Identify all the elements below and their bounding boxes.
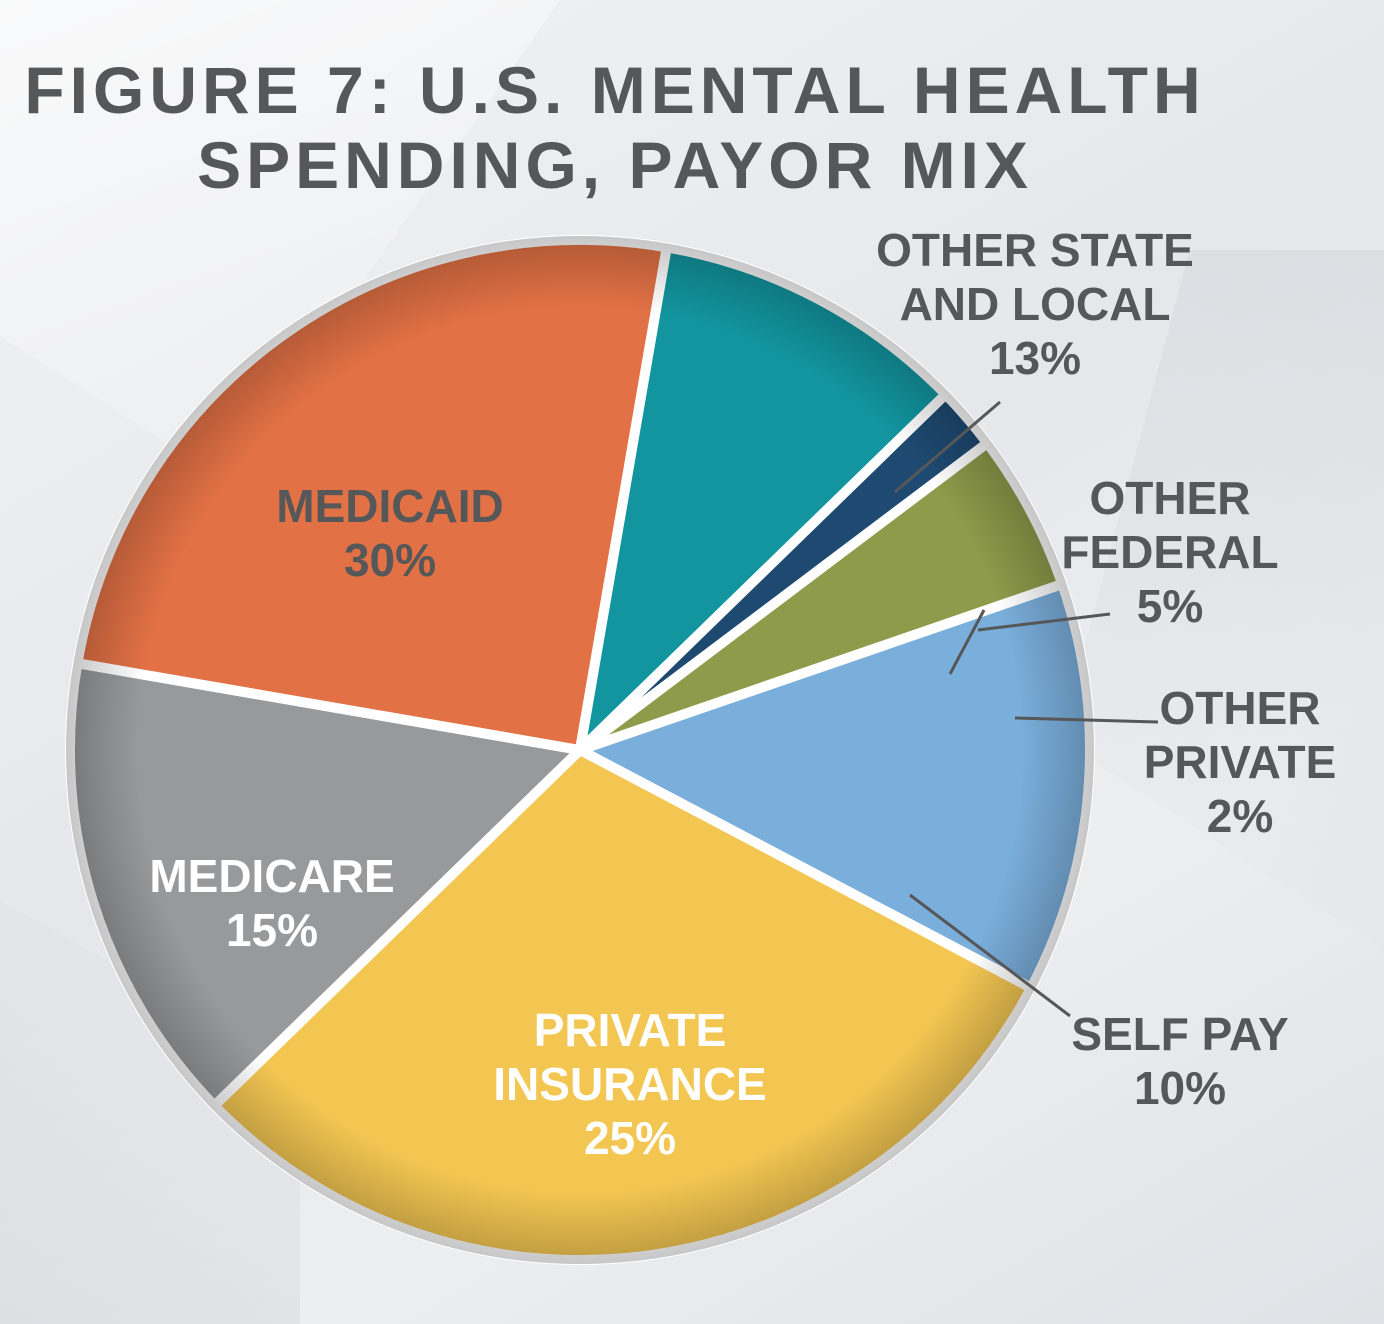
leader-line-other-federal [977,612,1111,632]
slice-value-label-other-private: 2% [1207,790,1273,842]
slice-value-label-medicaid: 30% [344,534,436,586]
slice-value-label-medicare: 15% [226,904,318,956]
slice-value-label-other-federal: 5% [1137,580,1203,632]
leader-line-other-state-local [894,400,1001,494]
slice-label-text-other-state-local: OTHER STATE [876,224,1194,276]
slice-label-text-medicaid: MEDICAID [276,480,503,532]
slice-value-label-self-pay: 10% [1134,1062,1226,1114]
leader-line-self-pay [909,893,1071,1018]
slice-label-text-other-private: PRIVATE [1144,736,1337,788]
slice-label-text-private-insurance: PRIVATE [534,1004,727,1056]
slice-value-label-private-insurance: 25% [584,1112,676,1164]
leader-lines [894,400,1159,1018]
slice-label-text-other-state-local: AND LOCAL [900,278,1171,330]
slice-label-text-other-private: OTHER [1160,682,1321,734]
leader-line-other-private [1014,716,1159,724]
slice-label-text-self-pay: SELF PAY [1071,1008,1288,1060]
chart-title-line-1: FIGURE 7: U.S. MENTAL HEALTH [24,53,1205,127]
chart-title: FIGURE 7: U.S. MENTAL HEALTH SPENDING, P… [24,53,1205,202]
slice-label-text-other-federal: OTHER [1090,472,1251,524]
leader-line-other-federal [948,609,986,675]
slice-label-text-medicare: MEDICARE [149,850,394,902]
chart-title-line-2: SPENDING, PAYOR MIX [197,128,1033,202]
slice-value-label-other-state-local: 13% [989,332,1081,384]
slice-label-text-other-federal: FEDERAL [1061,526,1278,578]
slice-label-text-private-insurance: INSURANCE [493,1058,766,1110]
